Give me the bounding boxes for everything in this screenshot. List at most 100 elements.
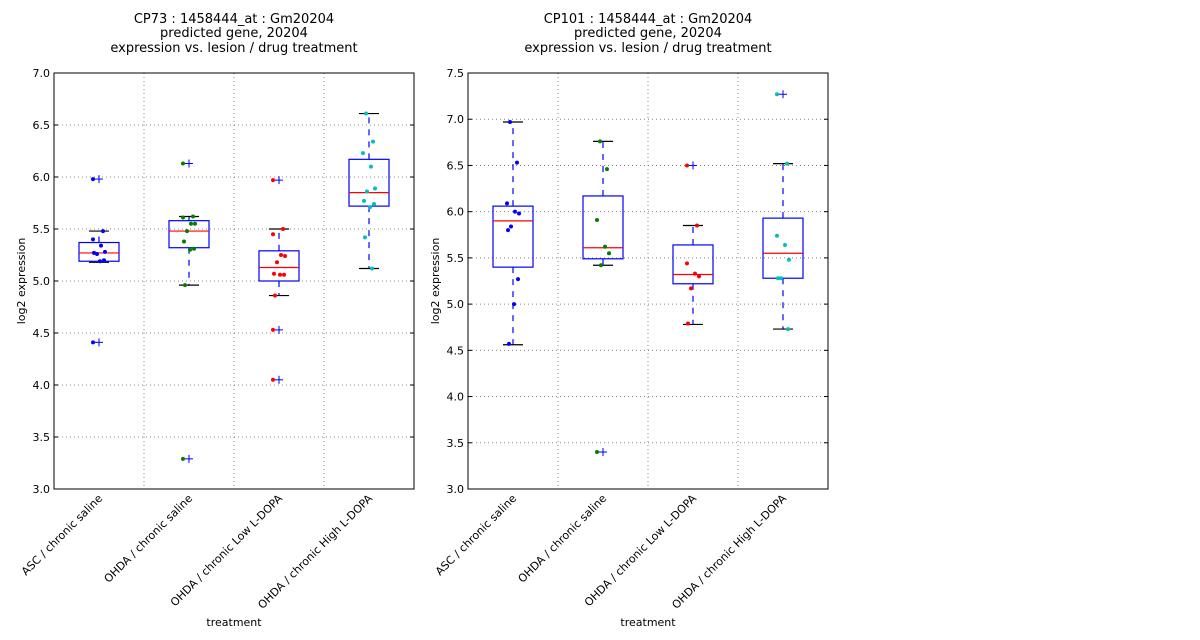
y-tick-label: 3.5 bbox=[33, 431, 51, 444]
data-point bbox=[362, 198, 366, 203]
data-point bbox=[607, 251, 611, 256]
data-point bbox=[91, 177, 95, 182]
y-tick-label: 3.0 bbox=[447, 483, 465, 496]
box bbox=[582, 195, 624, 260]
y-tick-label: 6.0 bbox=[33, 171, 51, 184]
box bbox=[78, 241, 120, 262]
data-point bbox=[275, 260, 279, 265]
data-point bbox=[361, 151, 365, 156]
data-point bbox=[282, 272, 286, 277]
y-axis-label: log2 expression bbox=[15, 238, 28, 325]
data-point bbox=[101, 229, 105, 234]
box bbox=[672, 244, 714, 285]
data-point bbox=[92, 250, 96, 255]
y-tick-label: 5.0 bbox=[447, 298, 465, 311]
data-point bbox=[603, 244, 607, 249]
data-point bbox=[513, 209, 517, 214]
x-tick-label: ASC / chronic saline bbox=[433, 492, 519, 578]
data-point bbox=[786, 327, 790, 332]
data-point bbox=[99, 243, 103, 248]
data-point bbox=[102, 258, 106, 263]
data-point bbox=[370, 266, 374, 271]
data-point bbox=[775, 92, 779, 97]
box bbox=[168, 220, 210, 249]
data-point bbox=[506, 228, 510, 233]
chart-title-line: expression vs. lesion / drug treatment bbox=[524, 41, 771, 56]
data-point bbox=[193, 221, 197, 226]
box bbox=[492, 205, 534, 268]
chart-title-line: CP73 : 1458444_at : Gm20204 bbox=[134, 12, 334, 27]
box bbox=[762, 217, 804, 279]
data-point bbox=[281, 227, 285, 231]
x-axis-label: treatment bbox=[620, 616, 676, 629]
data-point bbox=[515, 160, 519, 165]
data-point bbox=[689, 286, 693, 291]
chart-title-line: predicted gene, 20204 bbox=[574, 26, 722, 41]
y-tick-label: 5.5 bbox=[447, 252, 465, 265]
data-point bbox=[188, 247, 192, 252]
x-ticks: ASC / chronic saline OHDA / chronic sali… bbox=[19, 492, 375, 612]
data-point bbox=[595, 450, 599, 455]
y-tick-label: 4.0 bbox=[33, 379, 51, 392]
data-point bbox=[182, 239, 186, 244]
box-layer bbox=[492, 90, 804, 457]
data-point bbox=[517, 211, 521, 216]
y-tick-label: 3.0 bbox=[33, 483, 51, 496]
grid bbox=[468, 72, 828, 490]
chart-title-line: expression vs. lesion / drug treatment bbox=[110, 41, 357, 56]
data-point bbox=[512, 302, 516, 307]
grid bbox=[54, 72, 414, 490]
data-point bbox=[189, 221, 193, 226]
data-point bbox=[279, 253, 283, 257]
y-ticks: 3.0 3.5 4.0 4.5 5.0 5.5 6.0 6.5 7.0 bbox=[33, 67, 51, 496]
data-point bbox=[272, 271, 276, 276]
data-point bbox=[783, 242, 787, 247]
data-point bbox=[599, 263, 603, 268]
y-tick-label: 6.5 bbox=[447, 159, 465, 172]
box-layer bbox=[78, 111, 390, 463]
data-point bbox=[787, 257, 791, 262]
plot-frame bbox=[53, 72, 415, 490]
box bbox=[348, 158, 390, 207]
data-point bbox=[605, 167, 609, 172]
y-tick-label: 4.0 bbox=[447, 391, 465, 404]
data-point bbox=[278, 272, 282, 277]
data-point bbox=[192, 246, 196, 251]
plot-frame bbox=[467, 72, 829, 490]
data-point bbox=[273, 293, 277, 298]
y-tick-label: 7.5 bbox=[447, 67, 465, 80]
data-point bbox=[271, 232, 275, 237]
data-point bbox=[685, 163, 689, 168]
data-point bbox=[372, 202, 376, 207]
data-point bbox=[98, 259, 102, 264]
data-point bbox=[271, 178, 275, 183]
data-point bbox=[283, 254, 287, 259]
data-point bbox=[779, 276, 783, 281]
data-point bbox=[181, 161, 185, 166]
y-tick-label: 6.5 bbox=[33, 119, 51, 132]
data-point bbox=[373, 186, 377, 191]
y-tick-label: 3.5 bbox=[447, 437, 465, 450]
x-tick-label: OHDA / chronic saline bbox=[102, 492, 196, 586]
data-point bbox=[103, 249, 107, 254]
data-point bbox=[697, 274, 701, 279]
data-point bbox=[369, 164, 373, 169]
data-point bbox=[776, 276, 780, 281]
x-tick-label: OHDA / chronic saline bbox=[516, 492, 610, 586]
chart-cp101: CP101 : 1458444_at : Gm20204 predicted g… bbox=[429, 12, 829, 629]
data-point bbox=[785, 161, 789, 166]
data-point bbox=[371, 139, 375, 144]
y-tick-label: 7.0 bbox=[33, 67, 51, 80]
x-axis-label: treatment bbox=[206, 616, 262, 629]
data-point bbox=[516, 277, 520, 282]
y-tick-label: 6.0 bbox=[447, 206, 465, 219]
y-tick-label: 4.5 bbox=[447, 344, 465, 357]
y-tick-label: 7.0 bbox=[447, 113, 465, 126]
data-point bbox=[775, 233, 779, 238]
data-point bbox=[686, 321, 690, 326]
x-tick-label: ASC / chronic saline bbox=[19, 492, 105, 578]
data-point bbox=[685, 261, 689, 266]
data-point bbox=[271, 327, 275, 332]
data-point bbox=[271, 377, 275, 382]
